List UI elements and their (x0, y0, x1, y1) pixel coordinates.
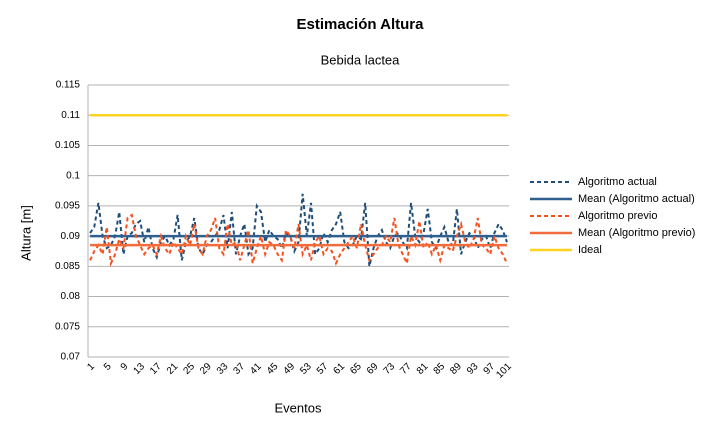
y-tick-label: 0.115 (56, 80, 81, 91)
legend-label: Mean (Algoritmo actual) (578, 193, 695, 205)
y-axis-label: Altura [m] (18, 205, 33, 261)
legend-label: Ideal (578, 244, 602, 256)
y-tick-label: 0.1 (66, 170, 80, 181)
y-tick-label: 0.11 (61, 110, 80, 121)
y-tick-label: 0.09 (61, 231, 81, 242)
legend-label: Algoritmo actual (578, 176, 657, 188)
y-tick-label: 0.095 (55, 201, 80, 212)
chart-title: Estimación Altura (297, 16, 425, 33)
x-axis-label: Eventos (275, 400, 322, 415)
y-tick-label: 0.105 (55, 140, 80, 151)
y-tick-label: 0.085 (55, 261, 80, 272)
y-tick-label: 0.075 (55, 321, 80, 332)
series-line (89, 213, 508, 267)
y-tick-label: 0.07 (61, 352, 81, 363)
legend-label: Algoritmo previo (578, 210, 657, 222)
legend-label: Mean (Algoritmo previo) (578, 227, 695, 239)
series-line (89, 193, 508, 267)
chart-subtitle: Bebida lactea (321, 52, 401, 67)
y-tick-label: 0.08 (61, 291, 81, 302)
